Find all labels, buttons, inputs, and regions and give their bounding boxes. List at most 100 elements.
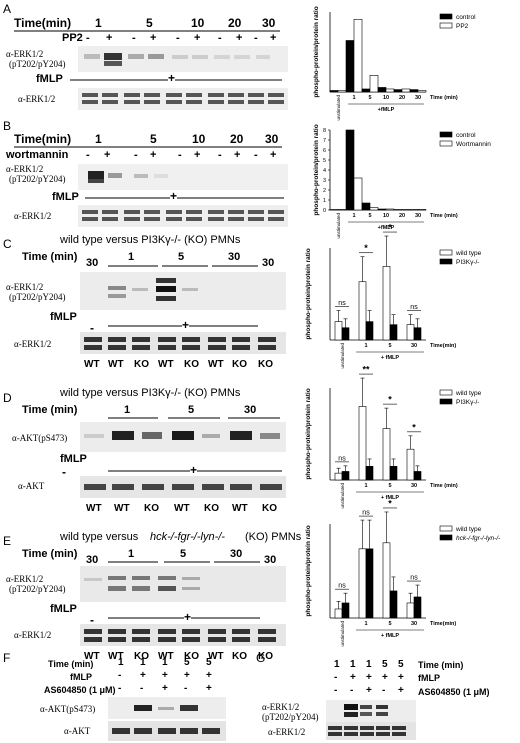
blot-label: (pT202/pY204) xyxy=(9,292,66,302)
panel-letter: D xyxy=(3,391,12,405)
y-axis-label: phospho-protein/protein ratio xyxy=(305,388,312,479)
x-tick-label: unstimulated xyxy=(340,621,345,647)
panel-letter: C xyxy=(3,237,12,251)
bar xyxy=(413,327,422,341)
lane-label: WT xyxy=(158,651,174,662)
plus-sign: + xyxy=(194,32,201,44)
lane-label: WT xyxy=(232,503,248,514)
minus-sign: - xyxy=(86,32,90,44)
western-blot-phospho-akt xyxy=(80,422,286,452)
legend-label: wild type xyxy=(455,526,482,533)
bar xyxy=(365,548,374,619)
group-label: +fMLP xyxy=(378,107,395,113)
plus-sign: + xyxy=(184,610,192,624)
time-value: 1 xyxy=(128,251,135,263)
blot-label: α-ERK1/2 xyxy=(14,630,52,640)
drug-sign: + xyxy=(206,683,212,694)
time-value: 1 xyxy=(124,404,131,416)
chart-c-phospho-ratio: phospho-protein/protein ratio unstimulate… xyxy=(305,223,482,369)
minus-sign: - xyxy=(218,149,222,161)
time-label: Time(min) xyxy=(14,16,72,30)
x-tick-label: 20 xyxy=(399,213,405,219)
lane-label: KO xyxy=(204,503,219,514)
fmlp-label: fMLP xyxy=(50,311,77,323)
x-tick-label: 10 xyxy=(383,213,389,219)
blot-label: α-AKT xyxy=(64,726,91,736)
bar xyxy=(334,472,343,481)
time-label: Time (min) xyxy=(22,548,78,560)
fmlp-sign: + xyxy=(206,670,212,681)
fmlp-sign: + xyxy=(162,670,168,681)
western-blot-total-akt xyxy=(80,476,286,498)
x-tick-label: 30 xyxy=(411,621,417,627)
lane-label: KO xyxy=(184,651,199,662)
blot-label: α-ERK1/2 xyxy=(268,727,306,737)
bar xyxy=(353,18,363,93)
drug-sign: - xyxy=(382,685,386,696)
x-tick-label: 5 xyxy=(388,621,391,627)
minus-sign: - xyxy=(62,465,66,479)
bar xyxy=(389,466,398,481)
plus-sign: + xyxy=(106,32,113,44)
legend-swatch xyxy=(439,140,453,147)
plus-sign: + xyxy=(270,32,277,44)
legend-label: wild type xyxy=(455,250,482,257)
western-blot-phospho-akt xyxy=(108,697,226,719)
significance-label: ** xyxy=(362,365,370,375)
bar xyxy=(413,471,422,481)
x-tick-label: 30 xyxy=(411,483,417,489)
bar xyxy=(409,89,419,93)
panel-letter: G xyxy=(256,651,266,665)
lane-label: WT xyxy=(208,651,224,662)
fmlp-sign: + xyxy=(184,670,190,681)
y-tick-label: 5 xyxy=(323,158,326,164)
bar xyxy=(341,602,350,619)
time-value: 5 xyxy=(184,657,190,668)
western-blot-total-erk xyxy=(326,722,416,740)
x-tick-label: 5 xyxy=(368,213,371,219)
western-blot-total-erk xyxy=(78,88,288,110)
lane-label: KO xyxy=(134,651,149,662)
drug-sign: - xyxy=(118,683,122,694)
bar xyxy=(345,40,355,93)
fmlp-line xyxy=(108,617,260,619)
blot-label: (pT202/pY204) xyxy=(9,584,66,594)
bar xyxy=(377,87,387,93)
panel-title: wild type versus PI3Kγ-/- (KO) PMNs xyxy=(60,234,241,246)
time-value: 1 xyxy=(128,548,135,560)
x-tick-label: 1 xyxy=(352,95,355,101)
legend-label: Wortmannin xyxy=(456,141,491,148)
bar xyxy=(341,327,350,341)
fmlp-sign: - xyxy=(118,670,122,681)
legend-swatch xyxy=(439,13,453,20)
y-tick-label: 2 xyxy=(323,188,326,194)
time-value: 5 xyxy=(188,404,195,416)
bar xyxy=(329,209,339,211)
bar xyxy=(406,602,415,619)
panel-letter: B xyxy=(3,119,12,133)
bar xyxy=(389,324,398,341)
panel-letter: F xyxy=(3,651,11,665)
lane-label: WT xyxy=(114,503,130,514)
bar xyxy=(382,428,391,481)
plus-sign: + xyxy=(168,71,176,85)
blot-label: α-AKT(pS473) xyxy=(40,704,96,714)
time-underline xyxy=(14,30,280,32)
plus-sign: + xyxy=(150,32,157,44)
plus-sign: + xyxy=(170,189,178,203)
bar xyxy=(329,90,339,93)
time-value: 20 xyxy=(228,16,242,30)
blot-label: α-ERK1/2 xyxy=(14,211,52,221)
minus-sign: - xyxy=(178,149,182,161)
legend-label: hck-/-fgr-/-lyn-/- xyxy=(456,535,501,542)
bar xyxy=(382,266,391,341)
lane-label: WT xyxy=(86,503,102,514)
legend-label: PI3Kγ-/- xyxy=(456,399,479,406)
significance-label: ns xyxy=(410,304,418,311)
minus-sign: - xyxy=(218,32,222,44)
minus-sign: - xyxy=(254,32,258,44)
legend-label: wild type xyxy=(455,390,482,397)
bar xyxy=(365,321,374,341)
bar xyxy=(334,608,343,619)
time-value: 30 xyxy=(244,404,257,416)
